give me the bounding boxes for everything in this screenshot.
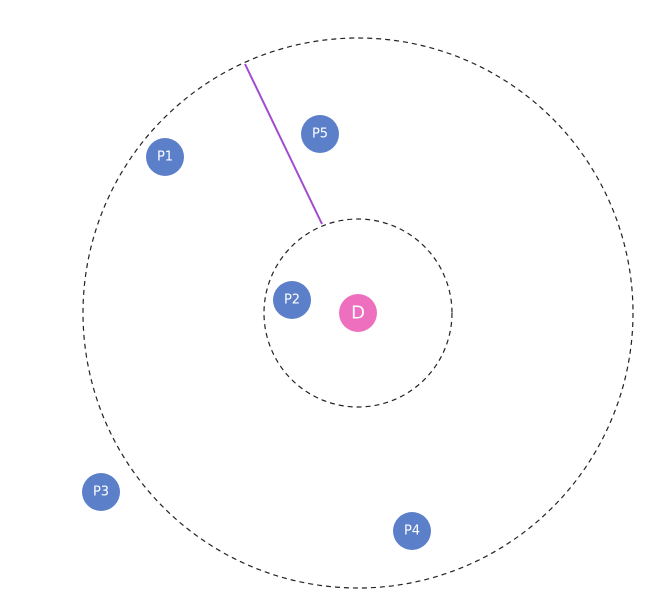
point-node-circle [273, 281, 311, 319]
radius-segment [244, 63, 323, 225]
center-node[interactable]: D [339, 294, 377, 332]
center-node-circle [339, 294, 377, 332]
point-node-p1[interactable]: P1 [146, 138, 184, 176]
inner-dashed-circle [263, 218, 453, 408]
point-node-p5[interactable]: P5 [301, 115, 339, 153]
point-node-circle [82, 473, 120, 511]
point-node-label: P4 [404, 524, 420, 539]
point-node-label: P2 [284, 293, 300, 308]
point-node-p4[interactable]: P4 [393, 512, 431, 550]
point-node-p2[interactable]: P2 [273, 281, 311, 319]
center-node-label: D [351, 303, 365, 324]
point-node-label: P3 [93, 485, 109, 500]
outer-dashed-circle [82, 37, 634, 589]
point-node-label: P1 [157, 150, 173, 165]
point-node-circle [301, 115, 339, 153]
point-node-circle [146, 138, 184, 176]
point-node-circle [393, 512, 431, 550]
point-node-label: P5 [312, 127, 328, 142]
point-node-p3[interactable]: P3 [82, 473, 120, 511]
